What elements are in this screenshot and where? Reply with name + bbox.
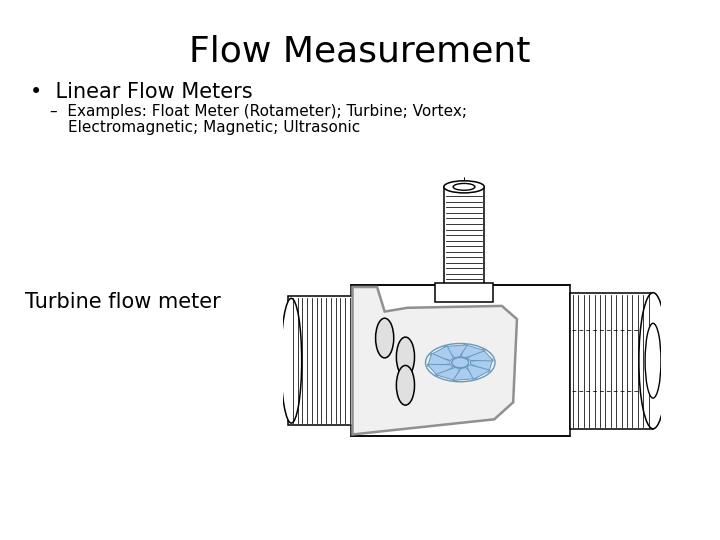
Polygon shape xyxy=(467,349,493,361)
Ellipse shape xyxy=(376,318,394,358)
Polygon shape xyxy=(467,365,490,380)
Text: Electromagnetic; Magnetic; Ultrasonic: Electromagnetic; Magnetic; Ultrasonic xyxy=(68,120,360,135)
Polygon shape xyxy=(461,345,485,357)
Polygon shape xyxy=(428,353,450,366)
Bar xyxy=(351,285,570,436)
Polygon shape xyxy=(453,368,477,381)
Text: Turbine flow meter: Turbine flow meter xyxy=(25,292,221,312)
Bar xyxy=(570,293,653,429)
Polygon shape xyxy=(435,368,459,381)
Polygon shape xyxy=(353,287,517,434)
Ellipse shape xyxy=(451,357,469,368)
Ellipse shape xyxy=(397,337,415,377)
Text: Flow Measurement: Flow Measurement xyxy=(189,35,531,69)
Text: –  Examples: Float Meter (Rotameter); Turbine; Vortex;: – Examples: Float Meter (Rotameter); Tur… xyxy=(50,104,467,119)
Text: •  Linear Flow Meters: • Linear Flow Meters xyxy=(30,82,253,102)
Polygon shape xyxy=(430,346,454,360)
Polygon shape xyxy=(471,359,493,372)
Ellipse shape xyxy=(281,298,302,423)
Ellipse shape xyxy=(444,181,485,193)
Ellipse shape xyxy=(645,323,661,398)
Bar xyxy=(288,296,354,425)
Polygon shape xyxy=(427,364,454,376)
Ellipse shape xyxy=(397,366,415,405)
Ellipse shape xyxy=(639,293,667,429)
Polygon shape xyxy=(444,345,467,357)
Bar xyxy=(444,187,484,285)
Ellipse shape xyxy=(453,184,475,190)
Bar xyxy=(435,283,493,302)
